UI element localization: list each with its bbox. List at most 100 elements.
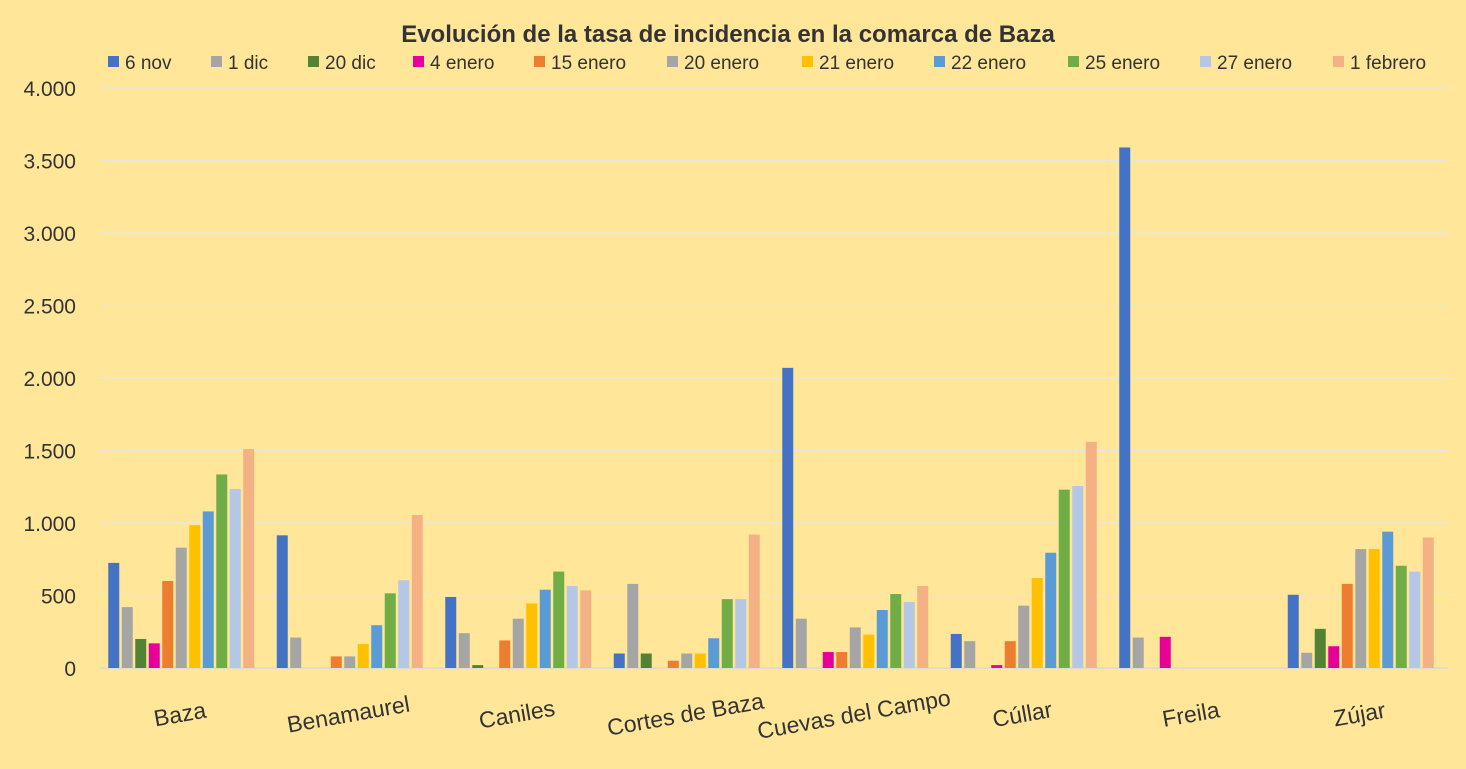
- bar: [694, 653, 706, 668]
- bar: [1422, 537, 1434, 668]
- legend-swatch: [667, 56, 678, 67]
- bar: [1058, 489, 1070, 668]
- legend-label: 20 dic: [325, 53, 376, 74]
- bar: [1287, 594, 1299, 668]
- x-tick-label: Benamaurel: [285, 691, 412, 738]
- legend-label: 22 enero: [951, 53, 1026, 74]
- bar: [175, 547, 187, 668]
- bar: [121, 607, 133, 668]
- legend-swatch: [1068, 56, 1079, 67]
- bar: [162, 581, 174, 668]
- legend-swatch: [108, 56, 119, 67]
- bar: [748, 534, 760, 668]
- bar: [795, 618, 807, 668]
- bar: [189, 525, 201, 668]
- legend-label: 1 febrero: [1350, 53, 1426, 74]
- bar: [1119, 147, 1131, 668]
- x-tick-label: Cúllar: [991, 696, 1055, 732]
- bar: [202, 511, 214, 668]
- bar: [627, 583, 639, 668]
- bar: [344, 656, 356, 668]
- bar: [1085, 441, 1097, 668]
- legend-label: 25 enero: [1085, 53, 1160, 74]
- x-tick-label: Caniles: [477, 695, 557, 734]
- bar: [681, 653, 693, 668]
- bar: [108, 562, 120, 669]
- bar: [964, 641, 976, 668]
- bar: [526, 603, 538, 668]
- bar: [640, 653, 652, 668]
- bar: [903, 602, 915, 668]
- bar: [991, 665, 1003, 668]
- legend: 6 nov 1 dic 20 dic 4 enero 15 enero 20 enero 2…: [108, 53, 1426, 74]
- x-tick-label: Baza: [152, 697, 208, 732]
- bar: [472, 665, 484, 668]
- legend-swatch: [534, 56, 545, 67]
- legend-swatch: [308, 56, 319, 67]
- bar: [836, 652, 848, 668]
- bar: [721, 599, 733, 669]
- y-tick-label: 1.000: [23, 513, 76, 536]
- bar: [458, 633, 470, 668]
- bar: [499, 640, 511, 668]
- bar: [398, 580, 410, 668]
- bar: [371, 625, 383, 668]
- bar: [1328, 646, 1340, 668]
- bar: [1072, 486, 1084, 668]
- legend-label: 20 enero: [684, 53, 759, 74]
- legend-label: 1 dic: [228, 53, 268, 74]
- bar: [849, 627, 861, 668]
- bar: [1045, 552, 1057, 668]
- bar: [1355, 549, 1367, 668]
- legend-label: 4 enero: [430, 53, 494, 74]
- x-tick-label: Zújar: [1331, 697, 1387, 732]
- bar: [357, 644, 369, 668]
- bar: [411, 515, 423, 668]
- bar: [148, 643, 160, 668]
- bar: [290, 637, 302, 668]
- bar: [243, 449, 255, 668]
- bar: [876, 610, 888, 668]
- bar: [1382, 531, 1394, 668]
- y-tick-label: 0: [64, 658, 76, 681]
- bar: [667, 660, 679, 668]
- x-tick-label: Cortes de Baza: [605, 688, 766, 741]
- y-tick-label: 2.000: [23, 368, 76, 391]
- legend-swatch: [802, 56, 813, 67]
- legend-label: 27 enero: [1217, 53, 1292, 74]
- bar: [1368, 549, 1380, 668]
- bar: [708, 638, 720, 668]
- bar: [782, 367, 794, 668]
- chart-title: Evolución de la tasa de incidencia en la…: [401, 21, 1055, 48]
- bar: [863, 634, 875, 668]
- bar: [276, 535, 288, 668]
- bar: [384, 593, 396, 668]
- bar: [539, 589, 551, 668]
- x-axis: Baza Benamaurel Caniles Cortes de BazaCueva…: [152, 684, 1388, 744]
- bar: [229, 488, 241, 668]
- bar: [553, 571, 565, 668]
- bar: [580, 590, 592, 668]
- bar: [566, 586, 578, 668]
- legend-swatch: [413, 56, 424, 67]
- bar: [1018, 605, 1030, 668]
- bar: [445, 596, 457, 668]
- legend-swatch: [934, 56, 945, 67]
- legend-swatch: [211, 56, 222, 67]
- bars: [108, 147, 1434, 669]
- y-tick-label: 500: [41, 586, 76, 609]
- legend-swatch: [1200, 56, 1211, 67]
- legend-label: 15 enero: [551, 53, 626, 74]
- bar: [1314, 628, 1326, 668]
- bar: [216, 474, 228, 668]
- bar: [1341, 583, 1353, 668]
- y-tick-label: 3.500: [23, 151, 76, 174]
- bar: [1409, 571, 1421, 668]
- bar: [613, 653, 625, 668]
- bar: [735, 599, 747, 669]
- bar: [950, 633, 962, 668]
- bar: [1004, 641, 1016, 668]
- y-tick-label: 3.000: [23, 223, 76, 246]
